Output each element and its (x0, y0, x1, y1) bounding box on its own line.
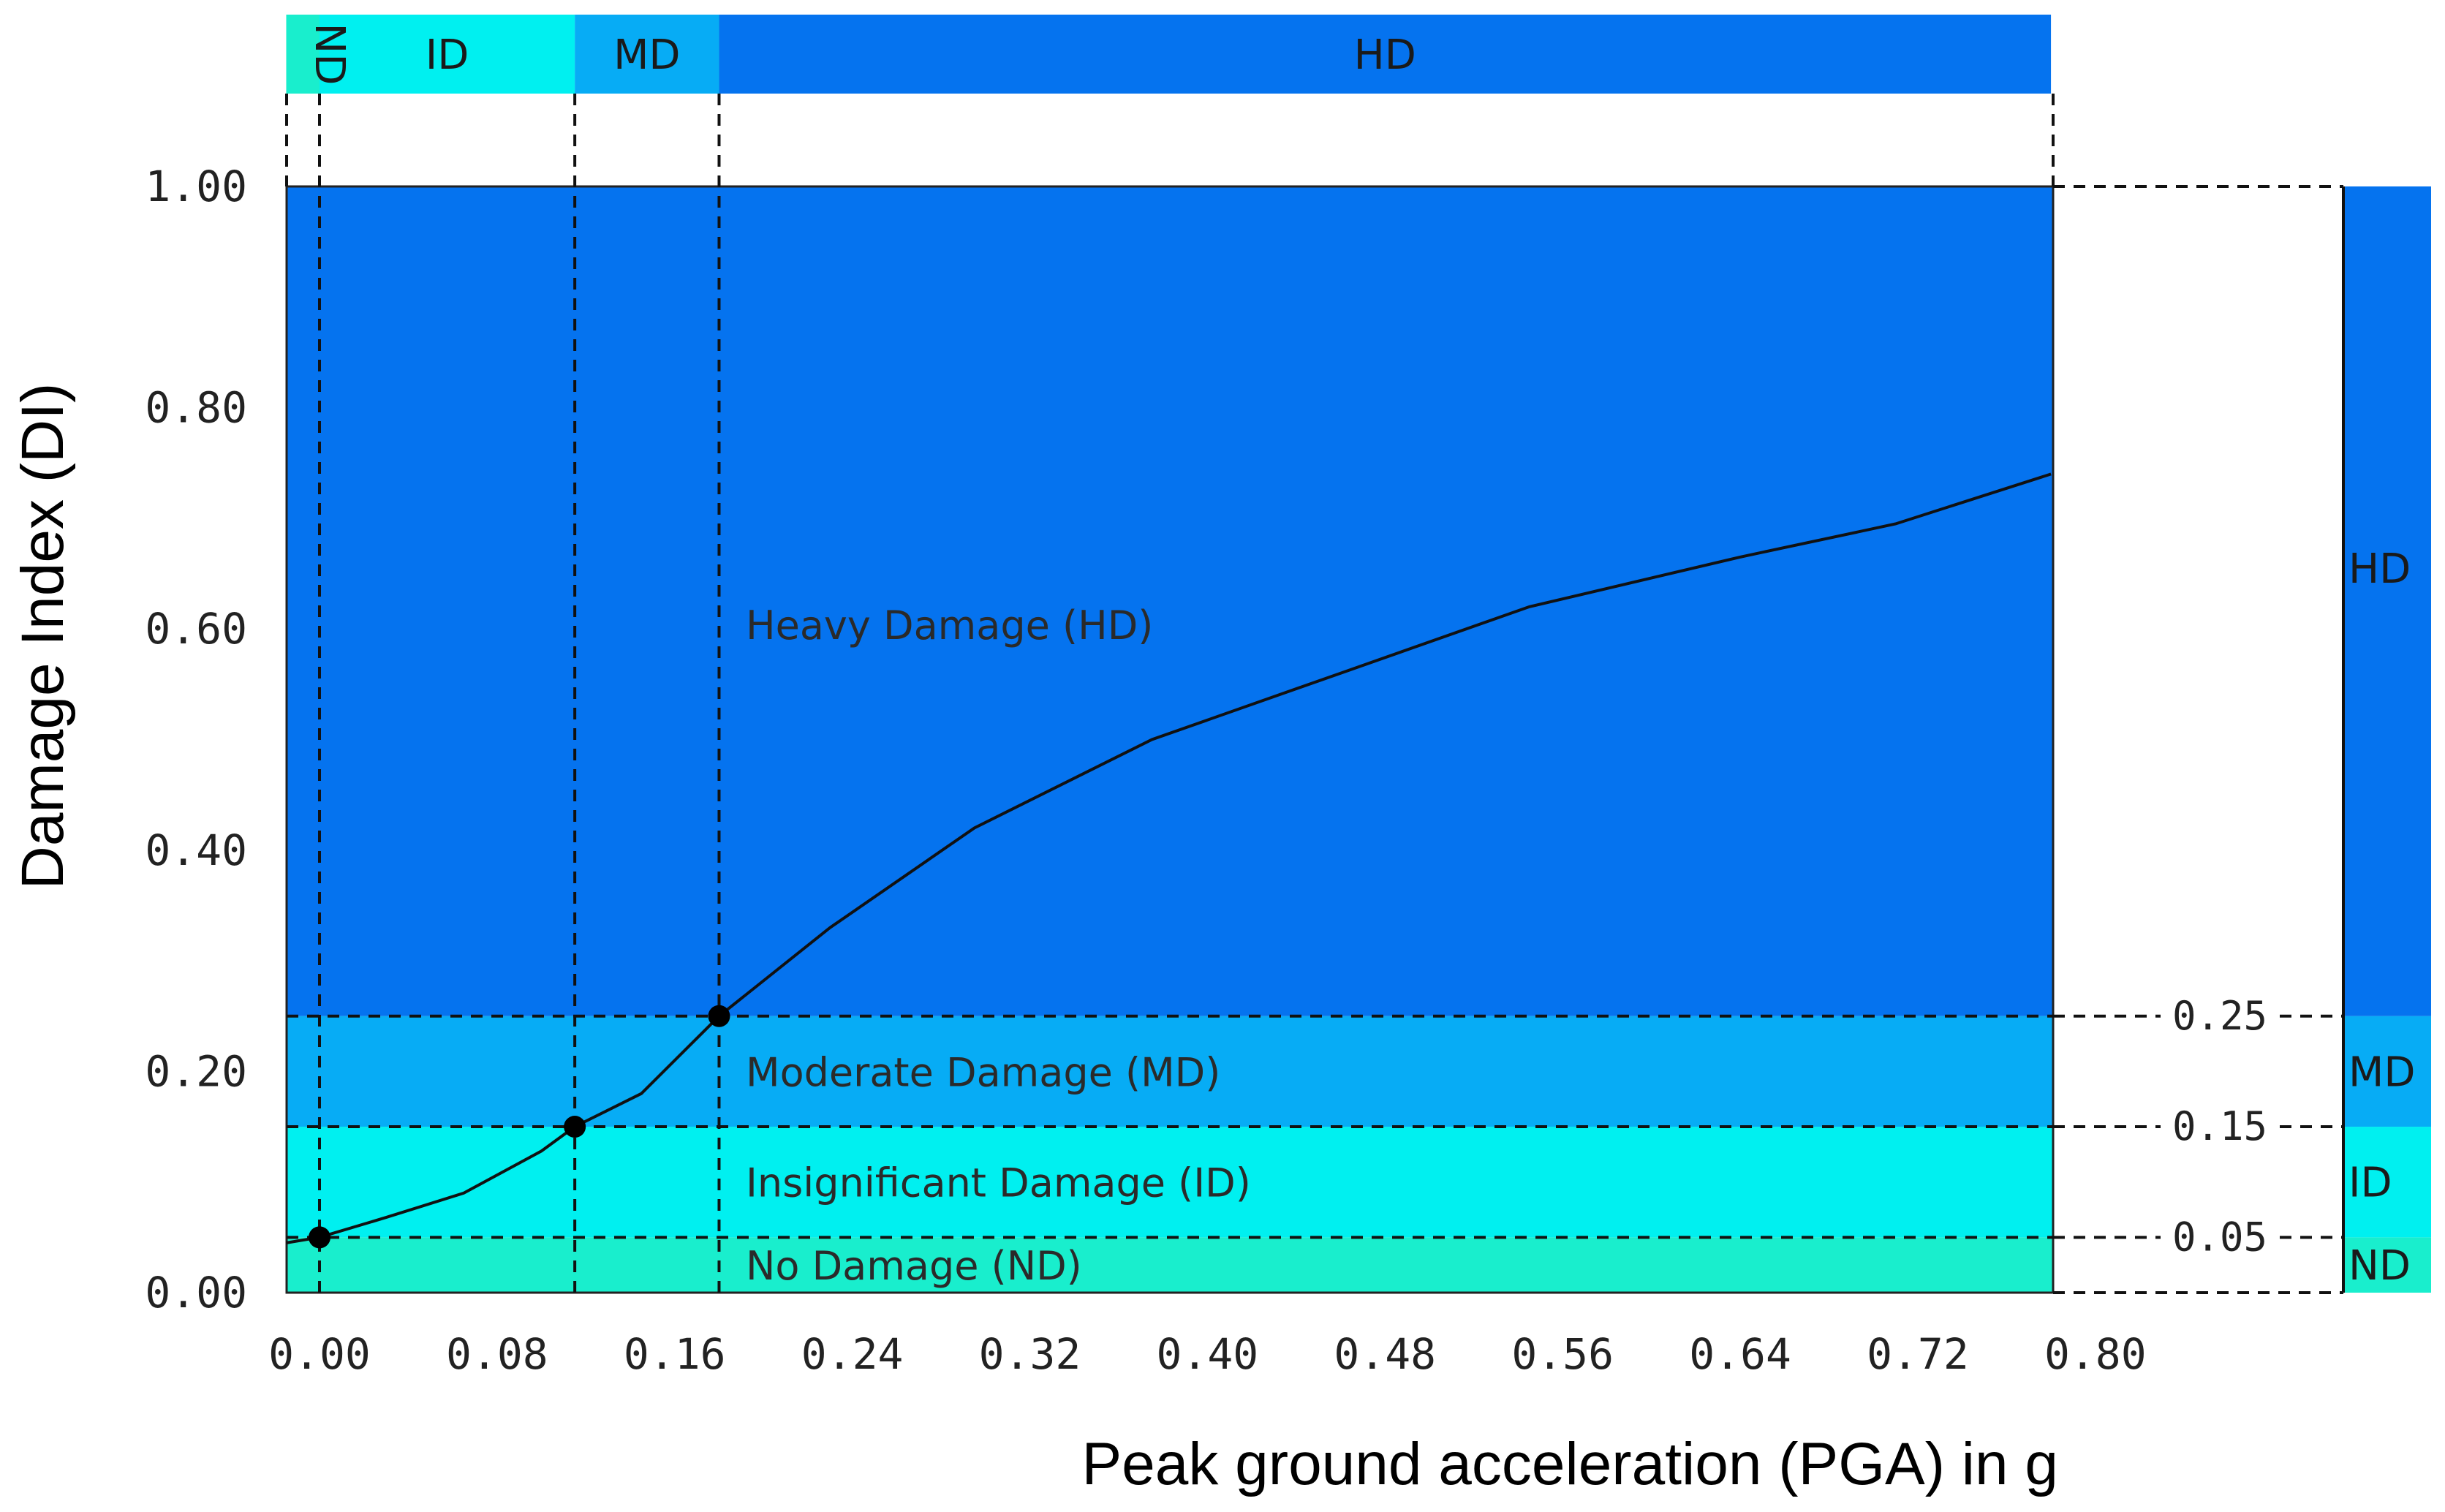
series-line-1 (286, 472, 2052, 1244)
zone-label-md: Moderate Damage (MD) (746, 1049, 1220, 1095)
right-strip-label-nd: ND (2348, 1242, 2411, 1290)
band-md (287, 1016, 2053, 1127)
top-strip-label-nd: ND (306, 23, 353, 85)
right-strip-id (2343, 1127, 2431, 1238)
y-tick-label-0.20: 0.20 (145, 1046, 247, 1096)
x-tick-label-0.08: 0.08 (446, 1329, 548, 1379)
y-tick-label-0.40: 0.40 (145, 825, 247, 875)
band-id (287, 1127, 2053, 1238)
x-tick-label-0.72: 0.72 (1867, 1329, 1969, 1379)
y-axis-label: Damage Index (DI) (10, 383, 76, 890)
plot-frame (285, 185, 2055, 1294)
top-strip-id (320, 15, 575, 94)
top-strip-label-id: ID (426, 31, 469, 79)
top-strip-label-md: MD (613, 31, 680, 79)
y-tick-label-0.60: 0.60 (145, 604, 247, 654)
band-nd (287, 1237, 2053, 1293)
x-tick-label-0.40: 0.40 (1157, 1329, 1259, 1379)
threshold-label-0.25: 0.25 (2172, 993, 2267, 1039)
threshold-label-0.05: 0.05 (2172, 1214, 2267, 1260)
zone-label-id: Insignificant Damage (ID) (746, 1160, 1251, 1206)
top-strip-label-hd: HD (1354, 31, 1416, 79)
threshold-point-2 (564, 1116, 586, 1138)
x-tick-label-0.16: 0.16 (624, 1329, 726, 1379)
top-strip-md (575, 15, 719, 94)
right-strip-label-md: MD (2348, 1048, 2415, 1096)
x-tick-label-0.00: 0.00 (268, 1329, 371, 1379)
threshold-point-3 (708, 1005, 730, 1027)
top-strip-nd (286, 15, 320, 94)
threshold-point-1 (309, 1226, 330, 1249)
y-tick-label-0.80: 0.80 (145, 383, 247, 433)
x-tick-label-0.32: 0.32 (979, 1329, 1081, 1379)
right-strip-nd (2343, 1237, 2431, 1293)
zone-label-hd: Heavy Damage (HD) (746, 602, 1153, 649)
x-tick-label-0.80: 0.80 (2044, 1329, 2147, 1379)
y-tick-label-1.00: 1.00 (145, 162, 247, 211)
top-strip-hd (719, 15, 2052, 94)
x-tick-label-0.64: 0.64 (1689, 1329, 1791, 1379)
zone-label-nd: No Damage (ND) (746, 1243, 1082, 1289)
x-axis-label: Peak ground acceleration (PGA) in g (1081, 1431, 2058, 1497)
band-hd (287, 186, 2053, 1016)
y-tick-label-0.00: 0.00 (145, 1268, 247, 1318)
right-strip-hd (2343, 186, 2431, 1016)
x-tick-label-0.48: 0.48 (1334, 1329, 1436, 1379)
x-tick-label-0.56: 0.56 (1511, 1329, 1614, 1379)
x-tick-label-0.24: 0.24 (801, 1329, 904, 1379)
right-strip-label-hd: HD (2348, 545, 2411, 593)
right-strip-md (2343, 1016, 2431, 1127)
right-strip-label-id: ID (2348, 1160, 2392, 1207)
threshold-label-0.15: 0.15 (2172, 1103, 2267, 1149)
